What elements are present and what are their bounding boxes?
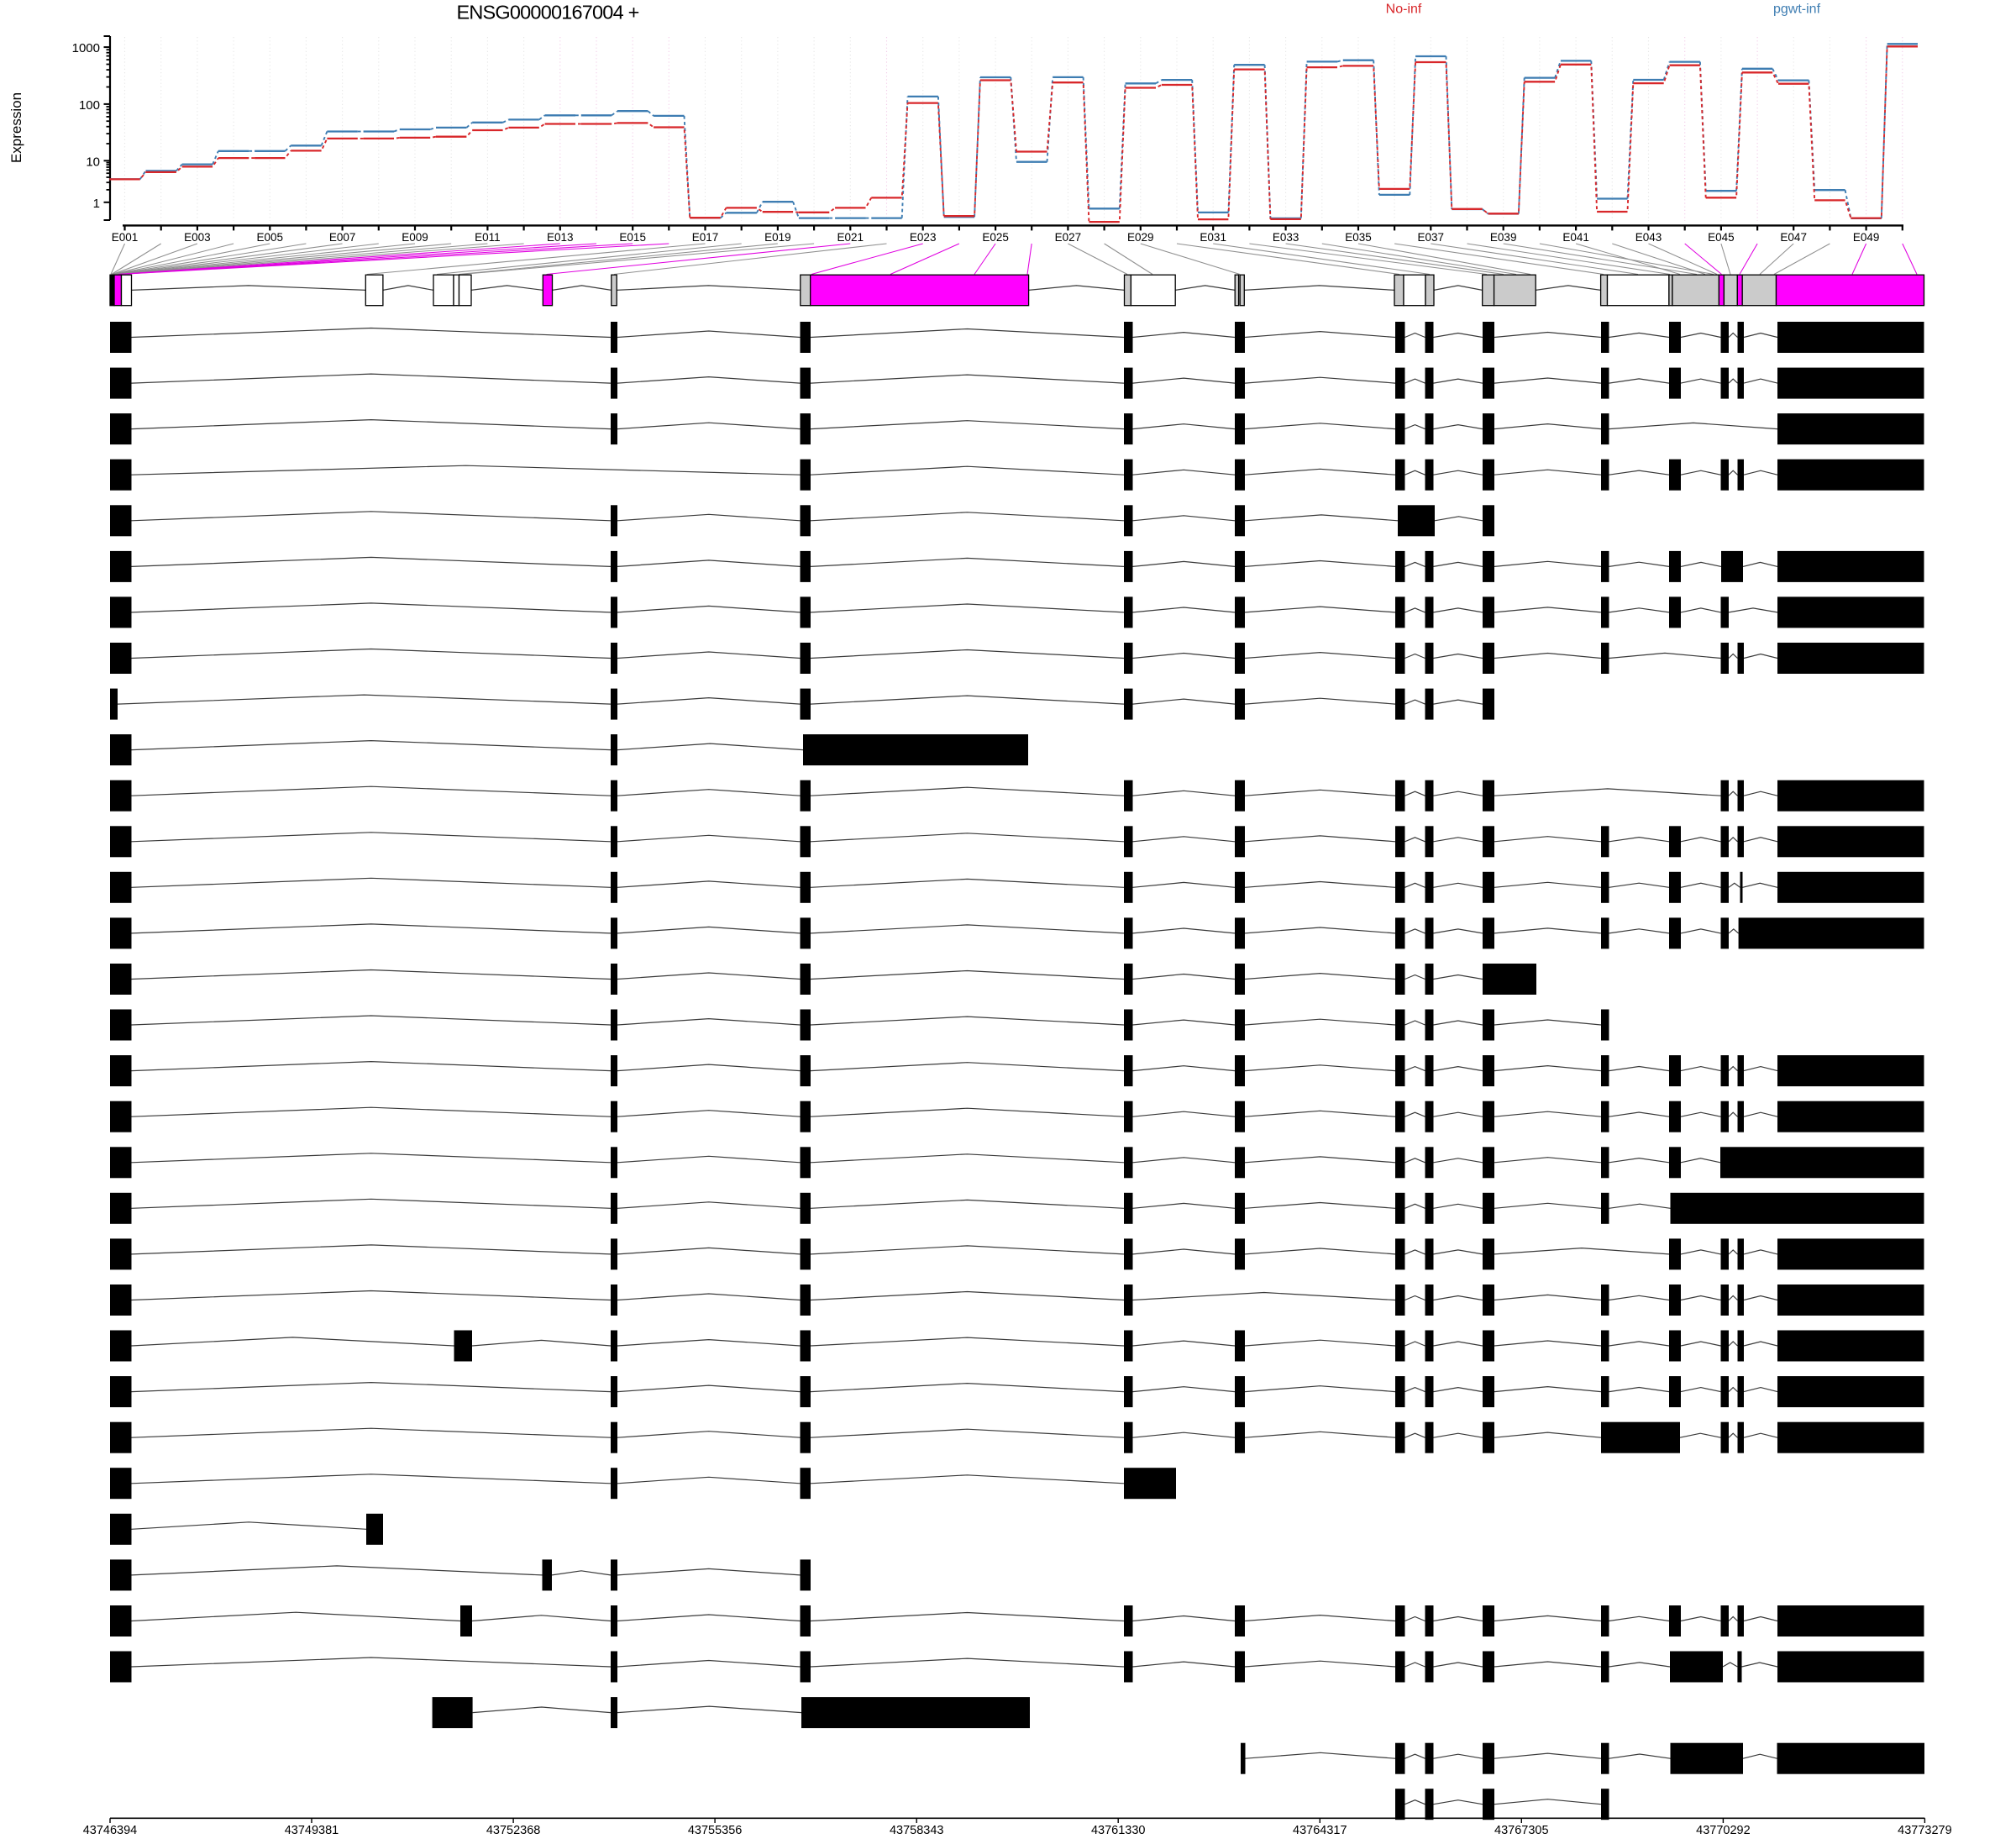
svg-text:pgwt-inf: pgwt-inf [1773,3,1821,17]
svg-text:E021: E021 [837,231,864,244]
svg-text:E001: E001 [112,231,139,244]
svg-text:E045: E045 [1708,231,1735,244]
svg-text:43755356: 43755356 [688,1824,743,1837]
svg-text:E003: E003 [184,231,211,244]
svg-text:E035: E035 [1345,231,1372,244]
svg-text:E031: E031 [1200,231,1226,244]
svg-text:43767305: 43767305 [1494,1824,1549,1837]
svg-text:1: 1 [93,197,100,211]
svg-text:43764317: 43764317 [1293,1824,1347,1837]
svg-text:43761330: 43761330 [1091,1824,1146,1837]
svg-text:E007: E007 [329,231,356,244]
svg-text:10: 10 [86,155,100,169]
svg-text:E013: E013 [547,231,574,244]
svg-text:E017: E017 [692,231,719,244]
svg-text:E037: E037 [1418,231,1445,244]
svg-text:No-inf: No-inf [1386,3,1422,17]
svg-text:E015: E015 [619,231,646,244]
svg-text:43770292: 43770292 [1696,1824,1751,1837]
svg-text:E039: E039 [1490,231,1517,244]
svg-text:43746394: 43746394 [83,1824,138,1837]
svg-text:E011: E011 [475,231,501,244]
svg-text:E047: E047 [1780,231,1807,244]
svg-text:43758343: 43758343 [890,1824,944,1837]
svg-text:E025: E025 [982,231,1009,244]
svg-text:E019: E019 [764,231,791,244]
svg-text:43773279: 43773279 [1898,1824,1952,1837]
svg-text:E049: E049 [1853,231,1880,244]
svg-text:E027: E027 [1055,231,1082,244]
svg-text:E041: E041 [1562,231,1589,244]
svg-text:E009: E009 [402,231,428,244]
svg-text:E043: E043 [1635,231,1662,244]
svg-text:E005: E005 [257,231,284,244]
svg-text:E033: E033 [1273,231,1299,244]
svg-text:ENSG00000167004 +: ENSG00000167004 + [456,2,638,24]
svg-text:43752368: 43752368 [486,1824,541,1837]
svg-text:1000: 1000 [72,41,100,55]
svg-text:E029: E029 [1127,231,1154,244]
svg-text:100: 100 [79,98,100,113]
svg-text:E023: E023 [910,231,937,244]
svg-text:43749381: 43749381 [285,1824,339,1837]
svg-text:Expression: Expression [8,92,24,163]
